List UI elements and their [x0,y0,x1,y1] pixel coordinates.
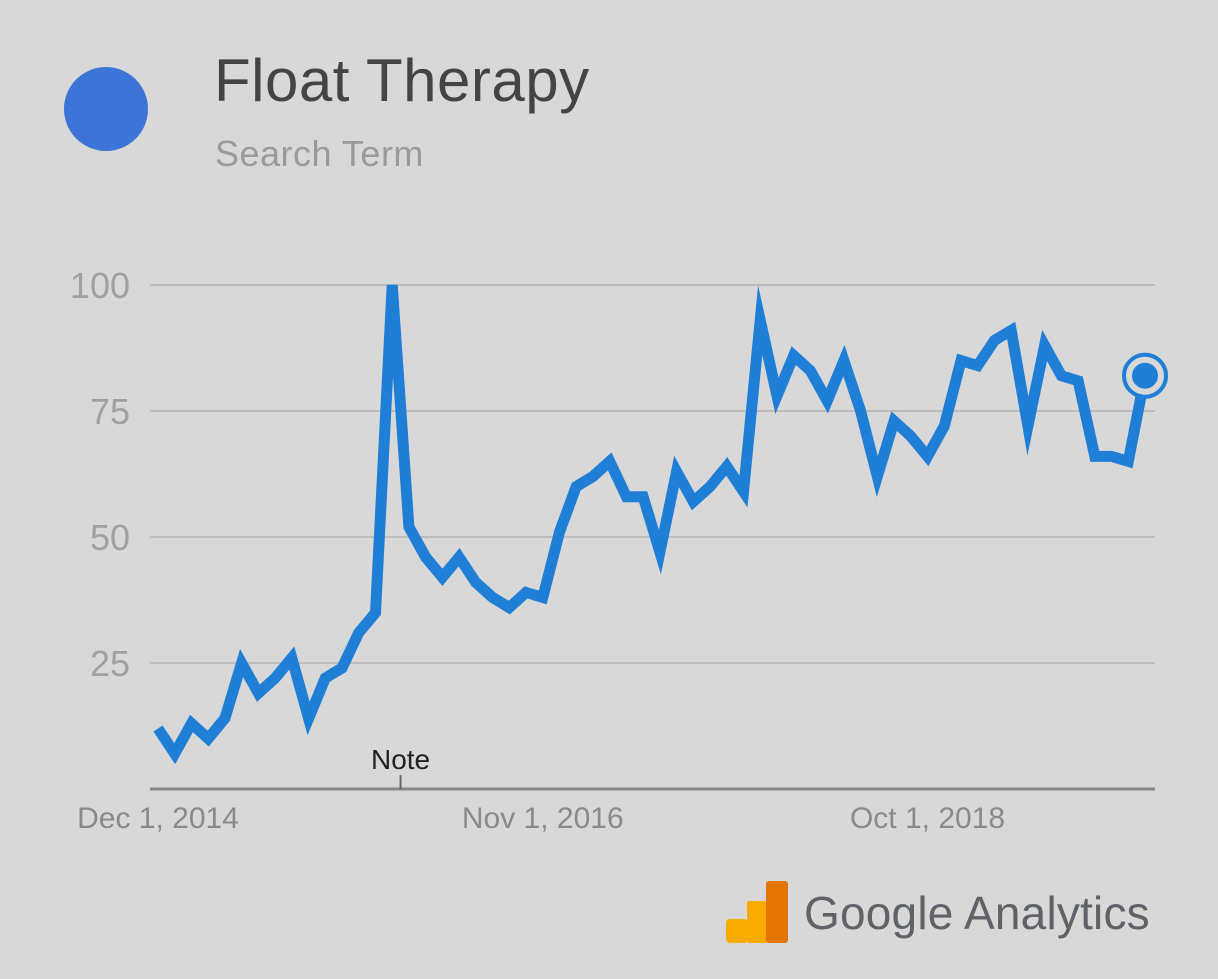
brand-text: Google Analytics [804,886,1150,940]
search-term-title: Float Therapy [214,47,590,114]
data-point-57 [1111,455,1113,457]
data-point-54 [1060,375,1062,377]
data-point-10 [324,677,326,679]
data-point-24 [558,531,560,533]
data-point-21 [508,607,510,609]
data-point-39 [809,370,811,372]
data-point-28 [625,496,627,498]
data-point-52 [1027,425,1029,427]
data-point-18 [458,556,460,558]
data-point-58 [1127,460,1129,462]
data-point-44 [893,420,895,422]
data-point-40 [826,400,828,402]
data-point-11 [341,667,343,669]
y-tick-label-25: 25 [90,643,130,684]
last-point-marker [1132,362,1158,389]
data-point-7 [274,677,276,679]
data-point-0 [157,728,159,730]
y-tick-label-75: 75 [90,391,130,432]
data-point-43 [876,476,878,478]
data-point-17 [441,576,443,578]
data-point-31 [676,470,678,472]
note-annotation: Note [371,744,430,775]
data-point-23 [542,596,544,598]
data-point-14 [391,284,393,286]
data-point-5 [241,662,243,664]
data-point-13 [374,612,376,614]
google-analytics-logo-icon [726,881,788,943]
data-point-26 [592,476,594,478]
data-point-3 [207,738,209,740]
data-point-2 [190,722,192,724]
y-tick-label-50: 50 [90,517,130,558]
data-point-36 [759,319,761,321]
data-point-12 [358,632,360,634]
brand-name: Google [804,887,954,939]
series-color-dot [64,67,148,151]
data-point-33 [709,486,711,488]
x-tick-label-2: Oct 1, 2018 [850,802,1005,835]
search-term-subtitle: Search Term [215,133,424,174]
data-point-29 [642,496,644,498]
brand-product: Analytics [964,887,1150,939]
y-tick-label-100: 100 [70,265,130,306]
data-point-48 [960,360,962,362]
data-point-4 [224,717,226,719]
data-point-45 [910,435,912,437]
data-point-50 [993,339,995,341]
x-tick-label-1: Nov 1, 2016 [462,802,624,835]
series-line-float-therapy [153,284,1151,765]
data-point-32 [692,501,694,503]
data-point-42 [860,410,862,412]
data-point-41 [843,360,845,362]
data-point-30 [659,551,661,553]
data-point-16 [425,556,427,558]
google-analytics-brand: Google Analytics [726,880,1150,946]
data-point-34 [726,465,728,467]
data-point-46 [927,455,929,457]
data-point-9 [308,717,310,719]
data-point-19 [475,581,477,583]
data-point-53 [1044,344,1046,346]
data-point-6 [257,692,259,694]
data-point-27 [609,460,611,462]
data-point-8 [291,657,293,659]
data-point-37 [776,395,778,397]
data-point-38 [793,355,795,357]
data-point-55 [1077,380,1079,382]
data-point-35 [743,491,745,493]
data-point-47 [943,425,945,427]
data-point-51 [1010,329,1012,331]
data-point-22 [525,591,527,593]
data-point-25 [575,486,577,488]
data-point-20 [492,596,494,598]
data-point-15 [408,526,410,528]
x-tick-label-0: Dec 1, 2014 [77,802,239,835]
data-point-1 [174,753,176,755]
data-point-49 [977,365,979,367]
data-point-56 [1094,455,1096,457]
